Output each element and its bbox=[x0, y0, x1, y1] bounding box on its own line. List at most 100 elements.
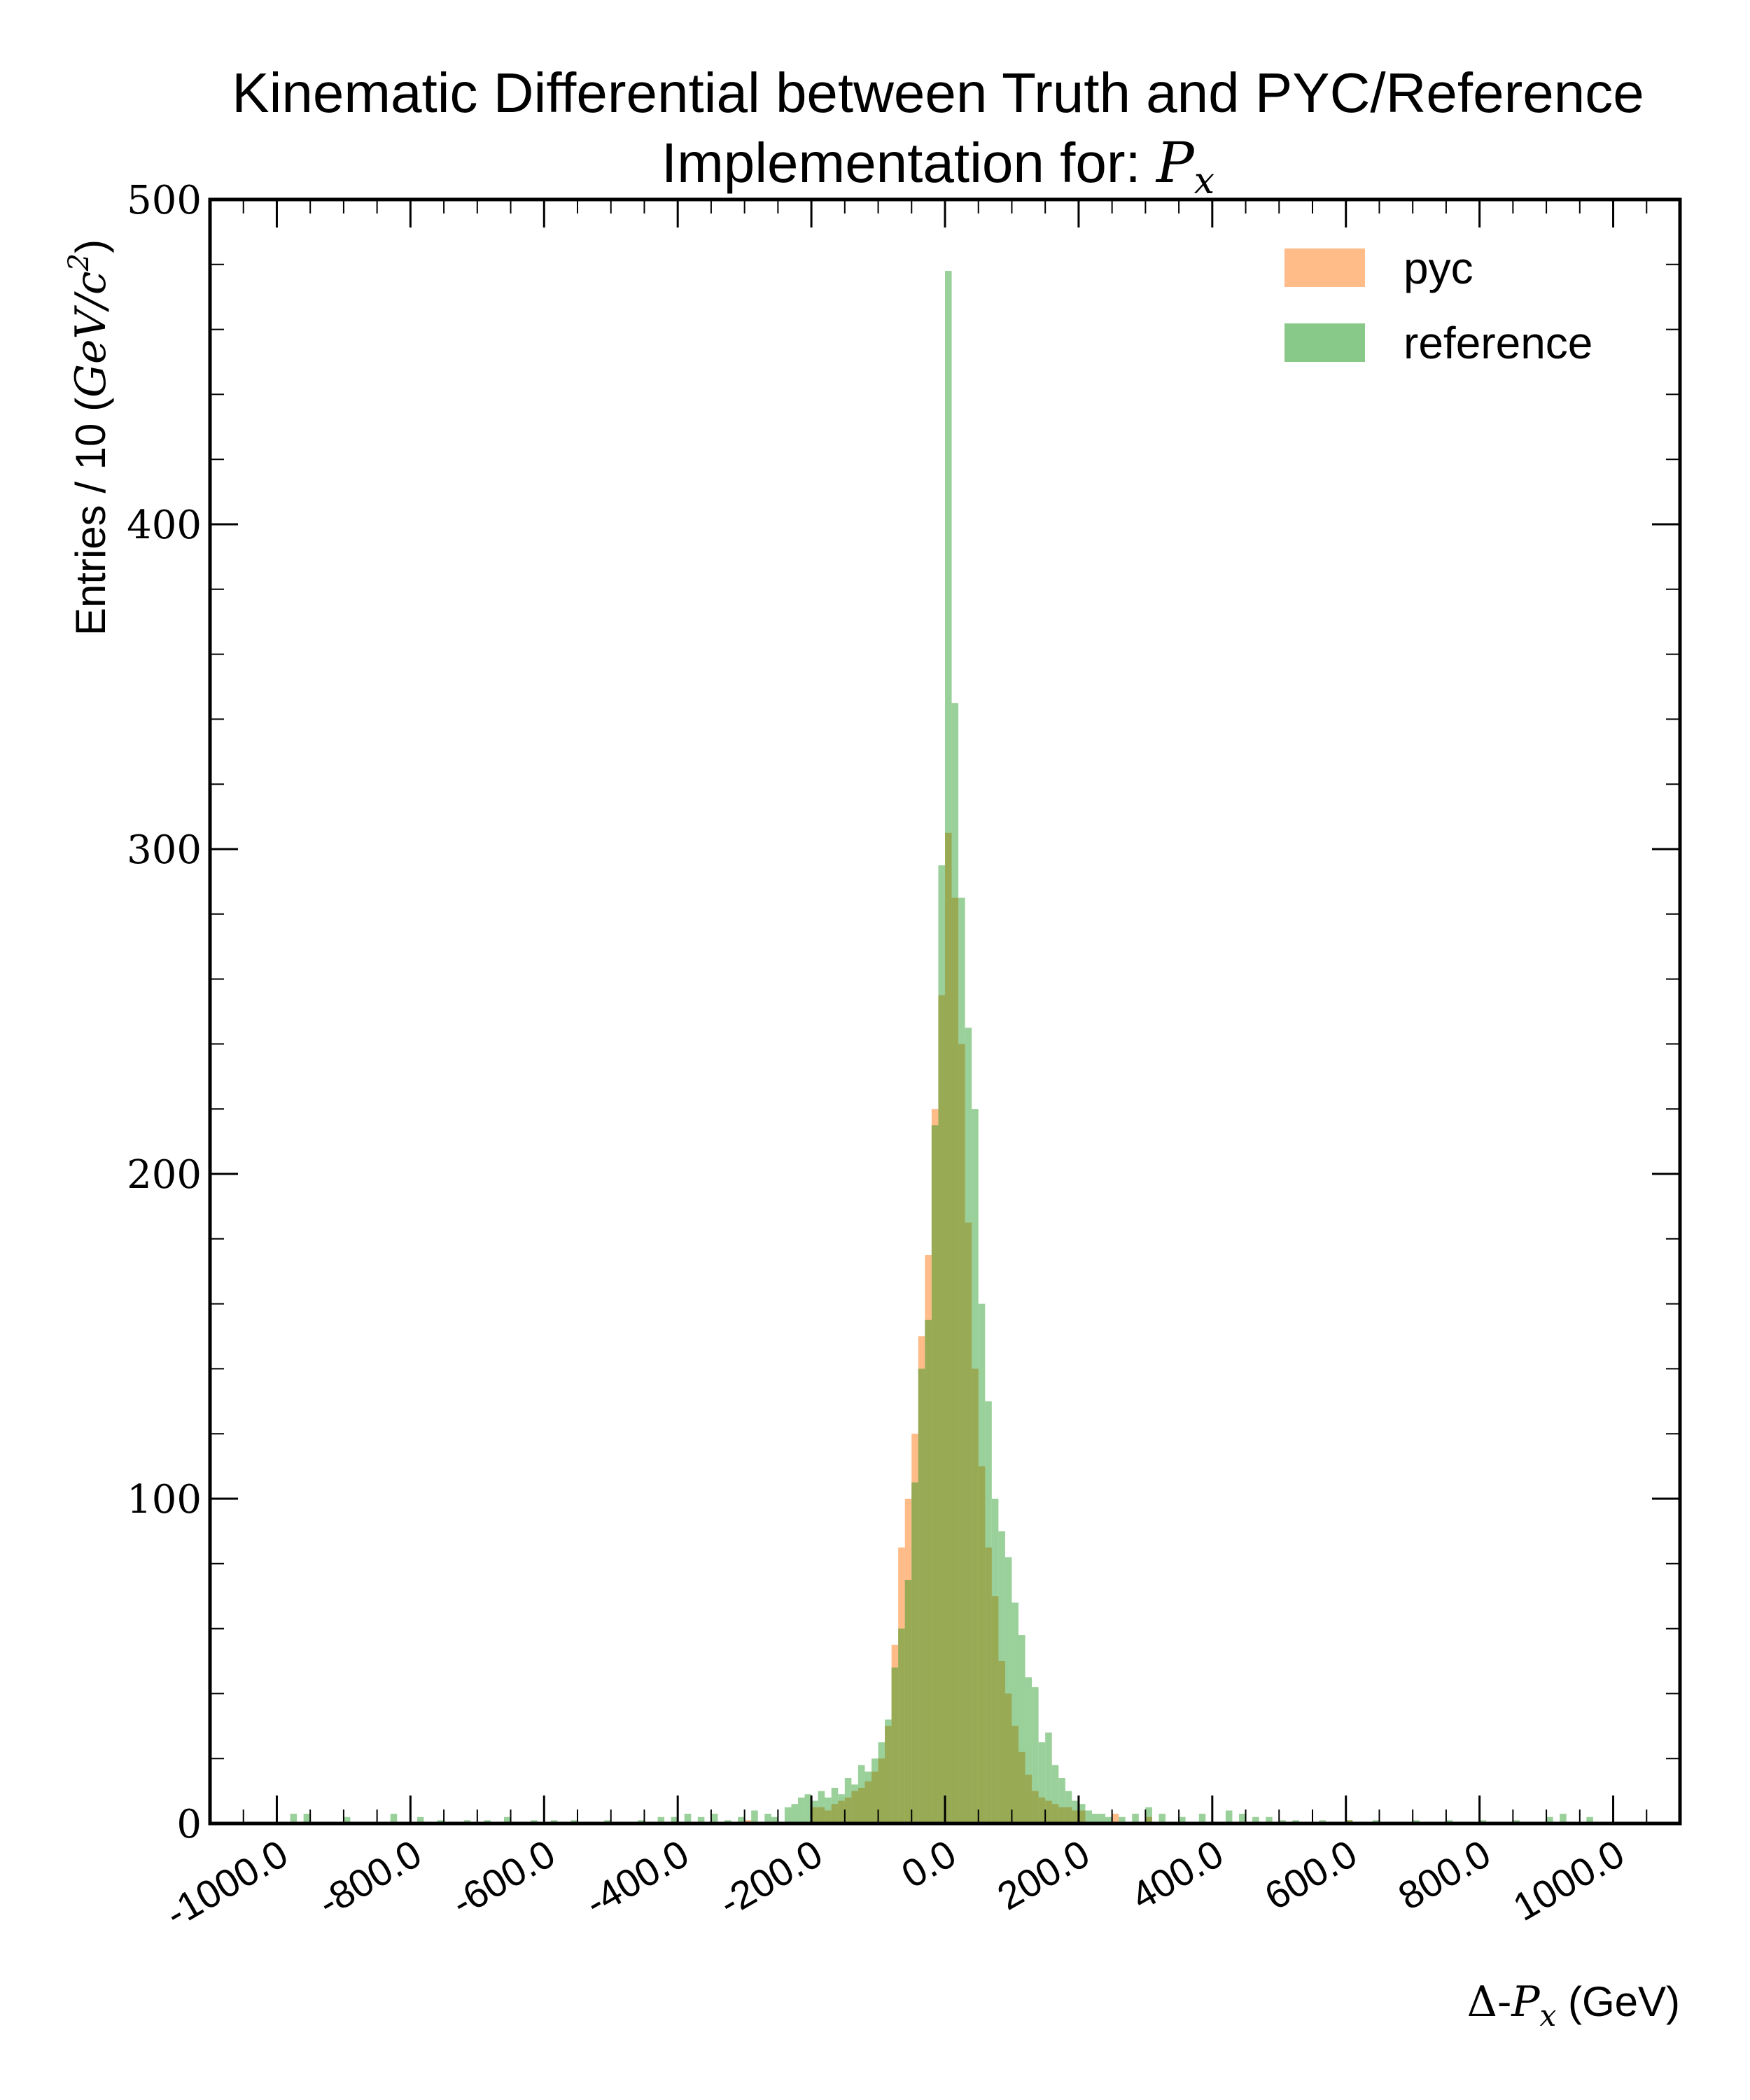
bar-overlap-5 bbox=[838, 1800, 845, 1823]
bar-overlap-36 bbox=[1045, 1800, 1052, 1823]
bar-reference-24 bbox=[784, 1807, 792, 1823]
bar-reference-16 bbox=[684, 1814, 692, 1823]
bar-reference-4 bbox=[416, 1816, 424, 1823]
bar-overlap-7 bbox=[851, 1791, 858, 1823]
x-tick-label: -400.0 bbox=[578, 1831, 696, 1925]
y-tick-label: 400 bbox=[127, 503, 202, 548]
bar-reference-23 bbox=[771, 1816, 778, 1823]
bar-reference-62 bbox=[1038, 1742, 1046, 1823]
bar-overlap-22 bbox=[951, 897, 959, 1823]
histogram-bars bbox=[290, 271, 1593, 1824]
y-tick-label: 0 bbox=[176, 1802, 202, 1847]
bar-reference-20 bbox=[738, 1816, 745, 1823]
bar-reference-22 bbox=[764, 1814, 771, 1823]
bar-reference-1 bbox=[303, 1814, 311, 1823]
y-tick-label: 500 bbox=[127, 178, 202, 223]
bar-reference-27 bbox=[804, 1794, 812, 1823]
bar-overlap-39 bbox=[1065, 1807, 1072, 1823]
chart-title-line2-math: P bbox=[1155, 130, 1195, 195]
bar-overlap-27 bbox=[985, 1547, 992, 1823]
bar-reference-26 bbox=[798, 1797, 805, 1823]
bar-reference-80 bbox=[1239, 1814, 1246, 1823]
bar-reference-58 bbox=[1011, 1602, 1018, 1823]
bar-reference-14 bbox=[657, 1816, 665, 1823]
x-axis-label-suffix: (GeV) bbox=[1556, 1978, 1680, 2025]
bar-reference-17 bbox=[697, 1816, 705, 1823]
y-tick-label: 200 bbox=[127, 1152, 202, 1198]
plot-frame bbox=[208, 197, 1682, 1826]
bar-reference-82 bbox=[1266, 1816, 1273, 1823]
legend-swatch-reference bbox=[1284, 323, 1365, 362]
x-tick-label: 200.0 bbox=[990, 1831, 1097, 1919]
bar-overlap-40 bbox=[1072, 1810, 1079, 1823]
bar-reference-78 bbox=[1198, 1814, 1206, 1823]
bar-overlap-26 bbox=[978, 1466, 986, 1823]
bar-overlap-13 bbox=[891, 1667, 899, 1823]
bar-reference-76 bbox=[1158, 1814, 1166, 1823]
x-tick-label: 0.0 bbox=[894, 1831, 963, 1896]
bar-reference-63 bbox=[1045, 1732, 1052, 1823]
bar-overlap-20 bbox=[938, 995, 945, 1823]
bar-overlap-18 bbox=[925, 1320, 932, 1823]
y-axis-label: Entries / 10 (GeV/c2) bbox=[63, 239, 115, 636]
bar-overlap-16 bbox=[911, 1482, 918, 1823]
x-tick-label: -800.0 bbox=[310, 1831, 428, 1925]
y-axis-label-math: GeV/c bbox=[66, 271, 115, 398]
bar-overlap-23 bbox=[958, 1044, 965, 1823]
x-axis-label-prefix: Δ- bbox=[1467, 1977, 1512, 2026]
bar-overlap-14 bbox=[898, 1628, 905, 1823]
bar-overlap-32 bbox=[1018, 1751, 1026, 1823]
bar-reference-0 bbox=[290, 1814, 298, 1823]
y-tick-label: 100 bbox=[127, 1477, 202, 1522]
bar-reference-94 bbox=[1586, 1816, 1593, 1823]
x-tick-label: 800.0 bbox=[1391, 1831, 1498, 1919]
bar-reference-79 bbox=[1225, 1810, 1233, 1823]
bar-reference-93 bbox=[1560, 1814, 1567, 1823]
bar-reference-18 bbox=[710, 1814, 718, 1823]
bar-reference-59 bbox=[1018, 1634, 1026, 1823]
bar-overlap-29 bbox=[998, 1661, 1005, 1823]
bar-reference-71 bbox=[1098, 1814, 1106, 1823]
chart-title-line2-text: Implementation for: bbox=[662, 132, 1156, 194]
bar-overlap-25 bbox=[972, 1368, 979, 1823]
bar-overlap-8 bbox=[858, 1787, 865, 1823]
bar-reference-65 bbox=[1058, 1778, 1065, 1823]
bar-overlap-19 bbox=[931, 1125, 939, 1823]
chart-title-line1: Kinematic Differential between Truth and… bbox=[232, 62, 1644, 124]
y-axis-label-close: ) bbox=[67, 239, 114, 253]
bar-reference-60 bbox=[1025, 1677, 1032, 1823]
chart-title-line2-sub: x bbox=[1194, 160, 1214, 202]
bar-overlap-24 bbox=[965, 1222, 972, 1823]
bar-reference-75 bbox=[1145, 1807, 1152, 1823]
bar-pyc-42 bbox=[1112, 1814, 1119, 1823]
bar-overlap-43 bbox=[1145, 1816, 1152, 1823]
bar-overlap-11 bbox=[878, 1758, 886, 1823]
legend: pyc reference bbox=[1284, 243, 1592, 368]
bar-overlap-10 bbox=[872, 1771, 878, 1823]
bar-overlap-33 bbox=[1025, 1774, 1032, 1823]
bar-reference-64 bbox=[1051, 1765, 1059, 1823]
bar-reference-57 bbox=[1004, 1557, 1012, 1823]
x-tick-label: 400.0 bbox=[1124, 1831, 1231, 1919]
bar-overlap-21 bbox=[945, 832, 952, 1823]
x-tick-label: -200.0 bbox=[711, 1831, 830, 1925]
bar-overlap-4 bbox=[831, 1804, 839, 1823]
bar-reference-3 bbox=[390, 1814, 398, 1823]
x-tick-label: -600.0 bbox=[444, 1831, 562, 1925]
bar-overlap-28 bbox=[991, 1596, 999, 1823]
bar-reference-15 bbox=[671, 1816, 678, 1823]
bar-overlap-9 bbox=[864, 1781, 872, 1823]
x-axis-label-sub: x bbox=[1540, 1998, 1557, 2033]
bar-reference-69 bbox=[1085, 1810, 1092, 1823]
bar-overlap-15 bbox=[904, 1580, 912, 1823]
bar-overlap-31 bbox=[1011, 1726, 1018, 1823]
legend-label-reference: reference bbox=[1404, 318, 1592, 368]
bar-overlap-30 bbox=[1004, 1693, 1012, 1823]
bar-overlap-35 bbox=[1038, 1797, 1046, 1823]
bar-reference-81 bbox=[1252, 1816, 1259, 1823]
y-axis-label-text: Entries / 10 ( bbox=[67, 398, 114, 636]
bar-overlap-2 bbox=[818, 1807, 825, 1823]
y-axis-label-sup: 2 bbox=[63, 253, 95, 272]
chart-title-line2: Implementation for: Px bbox=[662, 130, 1214, 202]
